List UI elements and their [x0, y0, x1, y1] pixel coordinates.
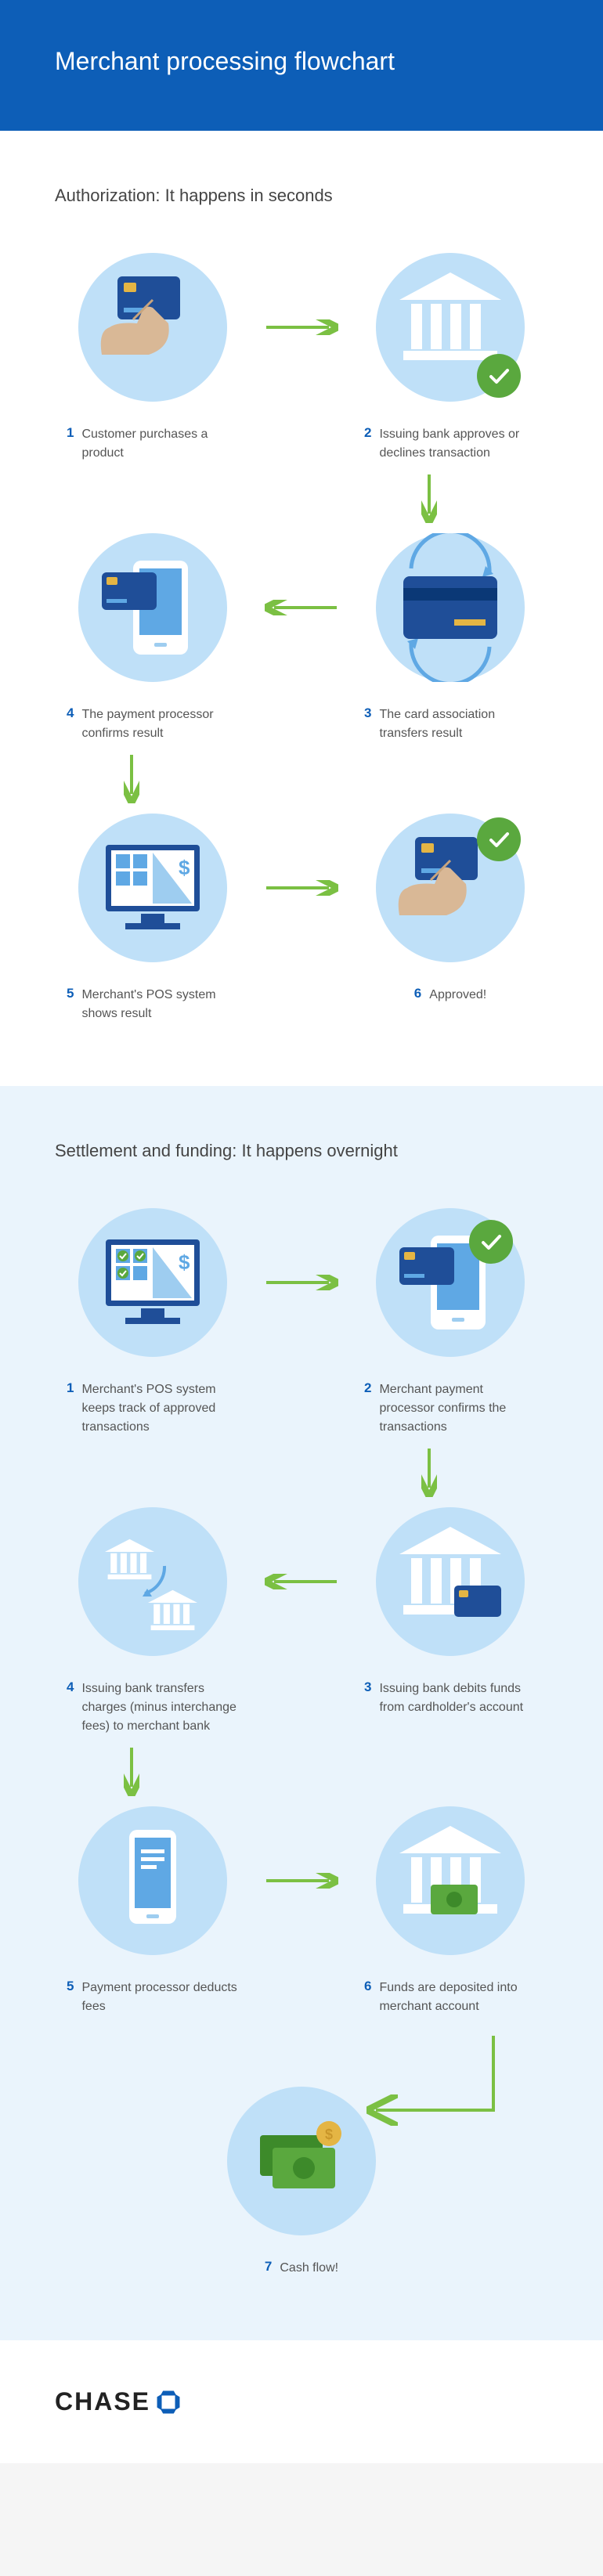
arrow-down-icon [124, 1744, 139, 1799]
auth-step-3: 3 The card association transfers result [352, 533, 548, 743]
step-text: Merchant's POS system keeps track of app… [81, 1380, 239, 1437]
step-number: 2 [364, 1380, 371, 1437]
check-badge-icon [477, 817, 521, 861]
settle-step-2: 2 Merchant payment processor confirms th… [352, 1208, 548, 1437]
check-badge-icon [477, 354, 521, 398]
settle-step-7: 7 Cash flow! [227, 2087, 376, 2278]
phone-fees-icon [78, 1806, 227, 1955]
step-text: Issuing bank approves or declines transa… [379, 425, 536, 463]
arrow-elbow-icon [360, 2032, 501, 2173]
arrow-left-icon [262, 600, 341, 615]
header: Merchant processing flowchart [0, 0, 603, 131]
step-text: Merchant payment processor confirms the … [379, 1380, 536, 1437]
settle-step-1: 1 Merchant's POS system keeps track of a… [55, 1208, 251, 1437]
section-settlement: Settlement and funding: It happens overn… [0, 1086, 603, 2340]
step-text: The card association transfers result [379, 705, 536, 743]
arrow-left-icon [262, 1574, 341, 1589]
step-text: Customer purchases a product [81, 425, 239, 463]
step-number: 7 [265, 2259, 272, 2278]
card-cycle-icon [376, 533, 525, 682]
arrow-down-icon [421, 1445, 437, 1499]
settle-grid: 1 Merchant's POS system keeps track of a… [55, 1208, 548, 2278]
auth-step-2: 2 Issuing bank approves or declines tran… [352, 253, 548, 463]
settle-step-5: 5 Payment processor deducts fees [55, 1806, 251, 2016]
auth-step-6: 6 Approved! [352, 814, 548, 1023]
step-number: 4 [67, 1679, 74, 1736]
terminal-icon [78, 533, 227, 682]
auth-step-4: 4 The payment processor confirms result [55, 533, 251, 743]
bank-deposit-icon [376, 1806, 525, 1955]
step-text: Funds are deposited into merchant accoun… [379, 1979, 536, 2016]
step-number: 4 [67, 705, 74, 743]
step-number: 3 [364, 1679, 371, 1717]
check-badge-icon [469, 1220, 513, 1264]
monitor-icon [78, 814, 227, 962]
auth-grid: 1 Customer purchases a product 2 [55, 253, 548, 1023]
step-text: The payment processor confirms result [81, 705, 239, 743]
brand-logo-icon [155, 2389, 182, 2415]
step-text: Issuing bank debits funds from cardholde… [379, 1679, 536, 1717]
arrow-down-icon [421, 471, 437, 525]
footer: CHASE [0, 2340, 603, 2463]
step-text: Issuing bank transfers charges (minus in… [81, 1679, 239, 1736]
step-text: Payment processor deducts fees [81, 1979, 239, 2016]
settle-step-7-row: 7 Cash flow! [55, 2087, 548, 2278]
step-number: 1 [67, 1380, 74, 1437]
bank-transfer-icon [78, 1507, 227, 1656]
step-number: 6 [414, 986, 421, 1005]
step-number: 3 [364, 705, 371, 743]
step-number: 5 [67, 1979, 74, 2016]
auth-step-5: 5 Merchant's POS system shows result [55, 814, 251, 1023]
arrow-down-icon [124, 751, 139, 806]
auth-step-1: 1 Customer purchases a product [55, 253, 251, 463]
page-title: Merchant processing flowchart [55, 47, 548, 76]
hand-card-approved-icon [376, 814, 525, 962]
settle-step-3: 3 Issuing bank debits funds from cardhol… [352, 1507, 548, 1736]
arrow-right-icon [262, 1275, 341, 1290]
section-settle-title: Settlement and funding: It happens overn… [55, 1141, 548, 1161]
hand-card-icon [78, 253, 227, 402]
step-text: Approved! [429, 986, 486, 1005]
terminal-confirm-icon [376, 1208, 525, 1357]
step-text: Cash flow! [280, 2259, 338, 2278]
section-auth-title: Authorization: It happens in seconds [55, 186, 548, 206]
settle-step-6: 6 Funds are deposited into merchant acco… [352, 1806, 548, 2016]
arrow-right-icon [262, 319, 341, 335]
step-number: 2 [364, 425, 371, 463]
section-authorization: Authorization: It happens in seconds 1 C… [0, 131, 603, 1086]
cash-icon [227, 2087, 376, 2235]
monitor-track-icon [78, 1208, 227, 1357]
step-number: 1 [67, 425, 74, 463]
arrow-right-icon [262, 1873, 341, 1889]
step-text: Merchant's POS system shows result [81, 986, 239, 1023]
arrow-right-icon [262, 880, 341, 896]
infographic-page: Merchant processing flowchart Authorizat… [0, 0, 603, 2463]
step-number: 6 [364, 1979, 371, 2016]
settle-step-4: 4 Issuing bank transfers charges (minus … [55, 1507, 251, 1736]
brand-logo-text: CHASE [55, 2387, 150, 2416]
step-number: 5 [67, 986, 74, 1023]
bank-icon [376, 253, 525, 402]
bank-debit-icon [376, 1507, 525, 1656]
